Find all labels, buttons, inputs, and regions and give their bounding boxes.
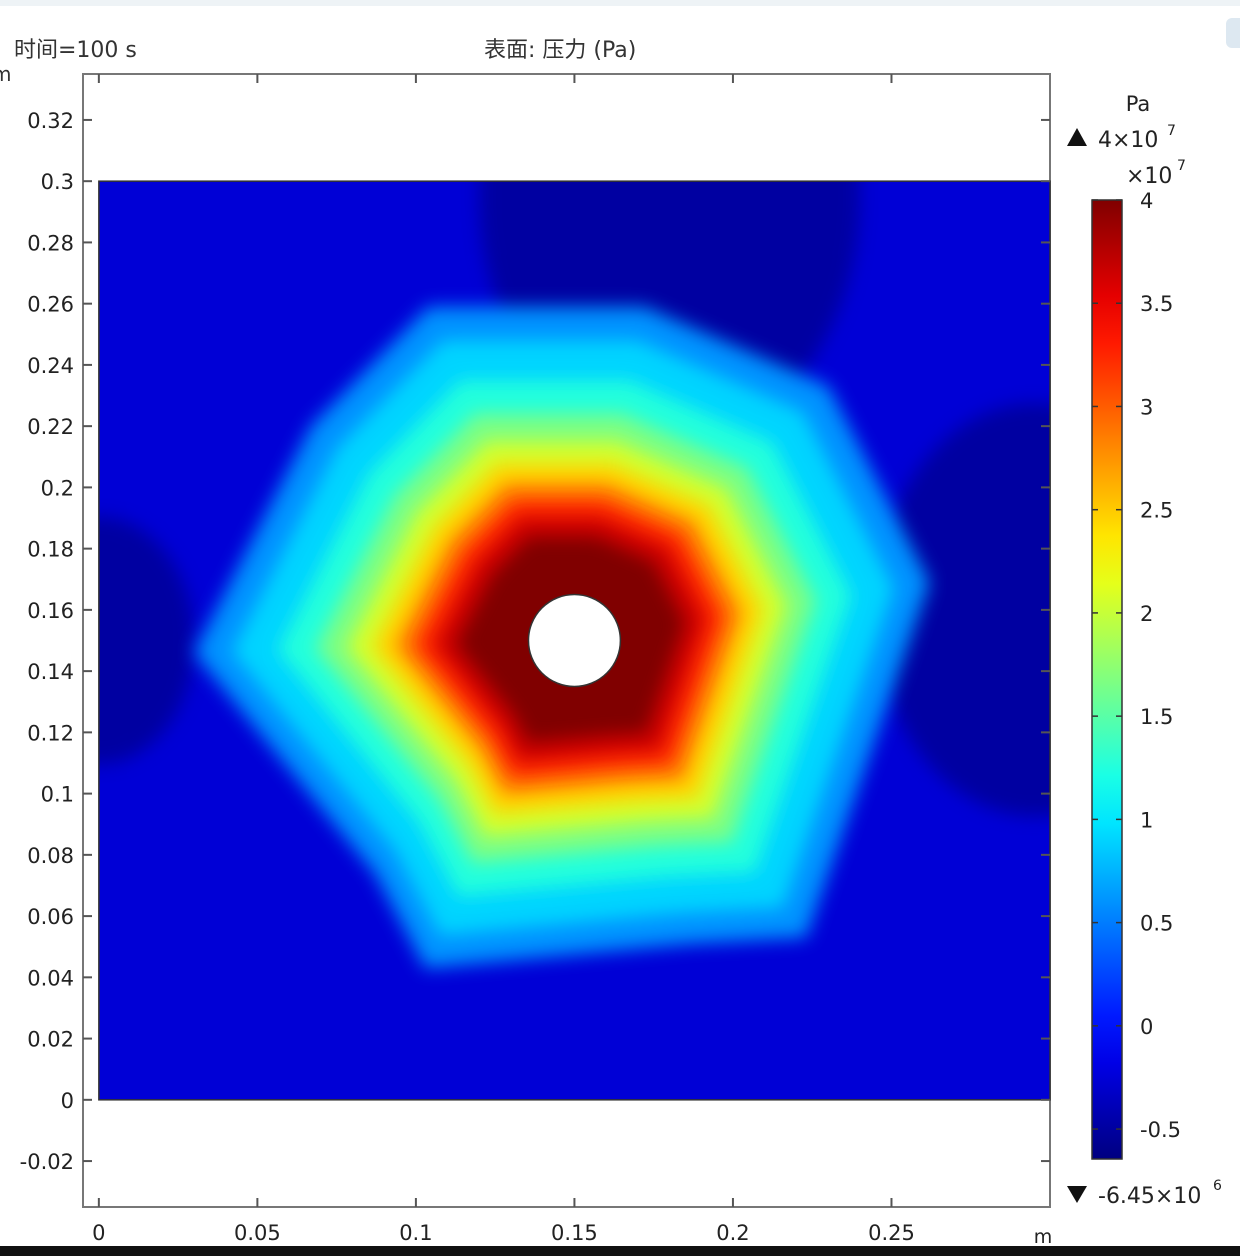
colorbar-unit-label: Pa <box>1126 92 1151 116</box>
y-tick-label: 0.24 <box>27 354 74 378</box>
y-tick-label: 0.18 <box>27 538 74 562</box>
time-label: 时间=100 s <box>14 38 137 63</box>
y-tick-label: 0 <box>61 1089 74 1113</box>
y-tick-label: 0.14 <box>27 660 74 684</box>
domain-border <box>98 180 1051 1101</box>
colorbar-tick-label: 4 <box>1140 189 1153 213</box>
colorbar <box>1091 199 1123 1160</box>
colorbar-min-label: -6.45×10 <box>1098 1184 1201 1209</box>
window-bottom-band <box>0 1246 1240 1256</box>
wellbore-hole <box>527 593 622 688</box>
colorbar-tick-label: 3 <box>1140 395 1153 419</box>
y-tick-label: 0.32 <box>27 109 74 133</box>
colorbar-tick-label: 1 <box>1140 808 1153 832</box>
y-tick-label: 0.16 <box>27 599 74 623</box>
x-tick-label: 0.25 <box>868 1221 915 1245</box>
colorbar-tick-label: 1.5 <box>1140 705 1173 729</box>
y-tick-label: 0.04 <box>27 966 74 990</box>
colorbar-tick-label: 3.5 <box>1140 292 1173 316</box>
window-edge-icon <box>1226 18 1240 48</box>
y-tick-label: 0.2 <box>41 476 74 500</box>
y-tick-label: 0.22 <box>27 415 74 439</box>
colorbar-min-exponent: 6 <box>1213 1178 1222 1194</box>
colorbar-tick-label: 2.5 <box>1140 499 1173 523</box>
x-tick-label: 0.2 <box>716 1221 749 1245</box>
y-tick-label: 0.12 <box>27 721 74 745</box>
colorbar-max-label: 4×10 <box>1098 128 1158 153</box>
y-tick-label: 0.02 <box>27 1028 74 1052</box>
max-triangle-icon <box>1067 128 1087 146</box>
colorbar-tick-label: 2 <box>1140 602 1153 626</box>
y-tick-label: 0.06 <box>27 905 74 929</box>
y-tick-label: 0.26 <box>27 293 74 317</box>
colorbar-scale-exponent: 7 <box>1177 158 1186 174</box>
low-pressure-region <box>98 516 194 765</box>
pressure-field <box>98 181 1050 1100</box>
y-tick-label: 0.28 <box>27 231 74 255</box>
y-axis-unit-label: m <box>0 64 12 86</box>
colorbar-tick-label: -0.5 <box>1140 1118 1181 1142</box>
y-tick-label: -0.02 <box>20 1150 74 1174</box>
low-pressure-region <box>875 403 1050 816</box>
window-top-band <box>0 0 1240 6</box>
y-tick-label: 0.08 <box>27 844 74 868</box>
y-tick-label: 0.1 <box>41 783 74 807</box>
colorbar-tick-label: 0 <box>1140 1015 1153 1039</box>
x-tick-label: 0.05 <box>234 1221 281 1245</box>
x-tick-label: 0.15 <box>551 1221 598 1245</box>
x-axis-unit-label: m <box>1034 1226 1053 1248</box>
y-tick-label: 0.3 <box>41 170 74 194</box>
plot-title: 表面: 压力 (Pa) <box>484 38 637 63</box>
x-tick-label: 0.1 <box>399 1221 432 1245</box>
x-tick-label: 0 <box>92 1221 105 1245</box>
colorbar-tick-label: 0.5 <box>1140 912 1173 936</box>
min-triangle-icon <box>1067 1186 1087 1203</box>
colorbar-scale-label: ×10 <box>1126 164 1172 189</box>
colorbar-max-exponent: 7 <box>1167 123 1176 139</box>
